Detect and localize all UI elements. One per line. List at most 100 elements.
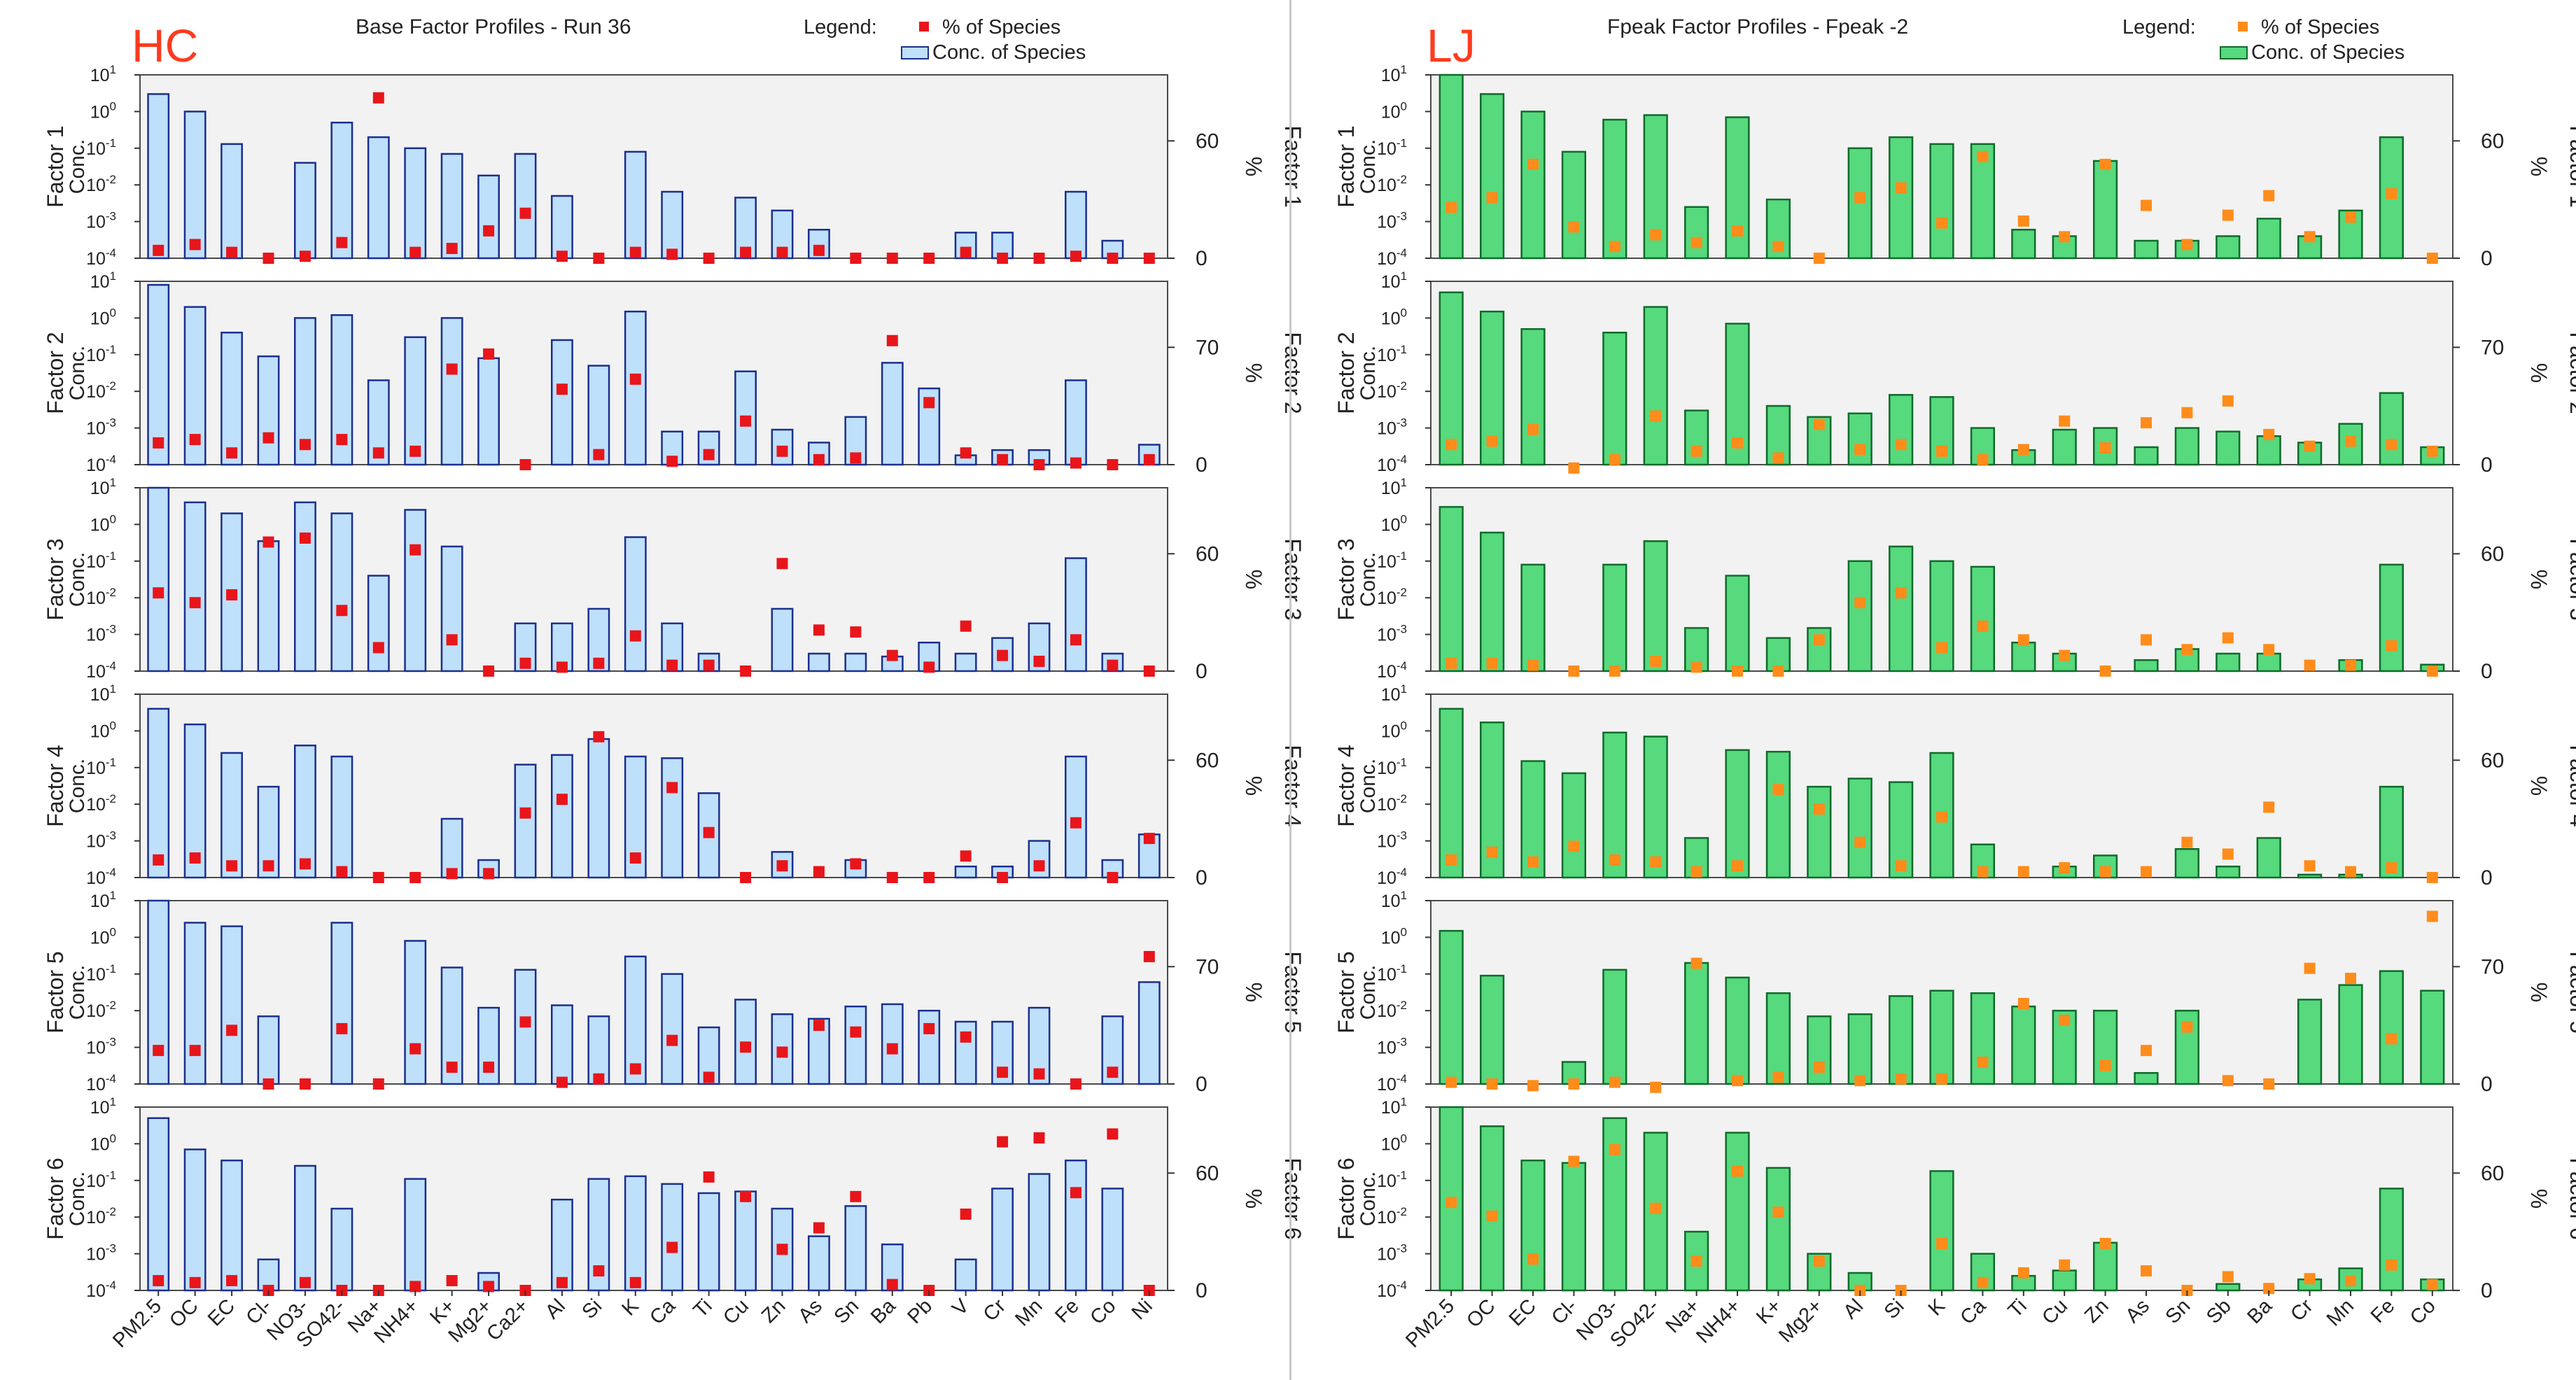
percent-point xyxy=(2141,1265,2152,1277)
percent-point xyxy=(2345,1275,2356,1287)
factor-label-right: Factor 1 xyxy=(1280,125,1306,207)
bar xyxy=(1064,755,1087,879)
y-tick-label: 100 xyxy=(90,306,116,328)
percent-point xyxy=(336,434,348,446)
percent-point xyxy=(629,246,641,258)
percent-point xyxy=(886,1043,898,1055)
percent-point xyxy=(2345,659,2356,671)
y-tick-label: 10-3 xyxy=(1377,623,1407,645)
percent-point xyxy=(2426,1279,2438,1290)
bar xyxy=(220,143,244,260)
percent-point xyxy=(1936,642,1947,654)
factor-label-left: Factor 1 xyxy=(43,125,68,207)
percent-point xyxy=(410,1281,421,1293)
percent-point xyxy=(299,532,311,544)
category-label: NH4+ xyxy=(1692,1295,1745,1348)
percent-point xyxy=(262,1078,274,1090)
bar xyxy=(2256,652,2281,673)
percent-point xyxy=(2059,1014,2071,1026)
percent-point xyxy=(2141,417,2152,429)
percent-point xyxy=(850,858,862,870)
bar xyxy=(1765,992,1791,1085)
percent-point xyxy=(997,872,1009,883)
pct-tick-label: 0 xyxy=(1196,1279,1208,1302)
percent-point xyxy=(1033,253,1045,264)
percent-point xyxy=(1527,659,1539,671)
y-tick-label: 101 xyxy=(90,476,116,498)
pct-tick-label: 0 xyxy=(2481,453,2493,477)
pct-tick-label: 60 xyxy=(1196,542,1219,565)
percent-point xyxy=(997,453,1009,465)
percent-point xyxy=(2426,872,2438,883)
bar xyxy=(147,486,170,673)
pct-axis-label: % xyxy=(1241,983,1266,1002)
y-tick-label: 10-4 xyxy=(1377,866,1407,888)
factor-label-left: Factor 6 xyxy=(43,1157,68,1239)
bar xyxy=(1602,969,1628,1085)
bar xyxy=(1929,1170,1954,1292)
bar xyxy=(1970,143,1996,260)
percent-point xyxy=(813,244,825,256)
chart-title: Base Factor Profiles - Run 36 xyxy=(356,15,631,38)
bar xyxy=(1929,143,1954,260)
bar xyxy=(1929,990,1954,1085)
conc-axis-label: Conc. xyxy=(1357,1171,1380,1226)
bar xyxy=(2052,1269,2077,1292)
y-tick-label: 10-4 xyxy=(1377,659,1407,682)
y-tick-label: 100 xyxy=(90,719,116,741)
hc-factor-profiles-panel: HC Base Factor Profiles - Run 36 Legend: % … xyxy=(43,15,1306,1352)
percent-point xyxy=(813,624,825,636)
percent-point xyxy=(1650,229,1662,241)
bar xyxy=(220,332,244,466)
percent-point xyxy=(2141,199,2152,211)
factor-label-left: Factor 2 xyxy=(1334,332,1359,414)
percent-point xyxy=(1813,1255,1825,1267)
percent-point xyxy=(1977,620,1989,632)
percent-point xyxy=(2263,190,2275,202)
bar xyxy=(2379,392,2404,466)
percent-point xyxy=(2099,1237,2111,1249)
pct-tick-label: 70 xyxy=(1196,336,1219,359)
percent-point xyxy=(226,246,238,258)
percent-point xyxy=(593,1073,605,1085)
bar xyxy=(514,153,537,260)
percent-point xyxy=(153,244,164,256)
percent-point xyxy=(1568,1078,1580,1090)
y-tick-label: 10-1 xyxy=(86,962,116,985)
bar xyxy=(661,190,684,260)
percent-point xyxy=(1690,237,1702,248)
y-tick-label: 10-3 xyxy=(1377,210,1407,232)
y-tick-label: 10-2 xyxy=(1377,792,1407,815)
bar xyxy=(1643,540,1668,673)
percent-point xyxy=(2017,444,2029,456)
bar xyxy=(330,512,354,673)
bar xyxy=(1684,409,1709,466)
conc-axis-label: Conc. xyxy=(1357,346,1380,400)
percent-point xyxy=(410,445,421,457)
factor-label-right: Factor 3 xyxy=(1280,538,1306,620)
percent-point xyxy=(446,363,458,375)
bar xyxy=(257,785,280,879)
bar xyxy=(587,738,610,879)
pct-tick-label: 0 xyxy=(2481,660,2493,683)
percent-point xyxy=(556,661,568,673)
bar xyxy=(1138,981,1161,1085)
y-tick-label: 10-2 xyxy=(1377,379,1407,402)
bar xyxy=(2174,427,2200,466)
category-label: Sn xyxy=(830,1295,864,1328)
y-tick-label: 100 xyxy=(1381,719,1407,741)
factor-label-left: Factor 3 xyxy=(1334,538,1359,620)
percent-point xyxy=(1854,597,1866,609)
bar xyxy=(404,336,427,466)
bar xyxy=(330,755,354,879)
category-label: OC xyxy=(1462,1295,1499,1332)
y-tick-label: 101 xyxy=(90,889,116,911)
category-label: Ti xyxy=(2004,1295,2031,1322)
bar xyxy=(1725,575,1750,673)
bar xyxy=(183,922,206,1085)
percent-point xyxy=(629,373,641,385)
percent-point xyxy=(666,782,678,794)
pct-tick-label: 70 xyxy=(2481,955,2504,978)
y-tick-label: 10-4 xyxy=(86,453,116,475)
